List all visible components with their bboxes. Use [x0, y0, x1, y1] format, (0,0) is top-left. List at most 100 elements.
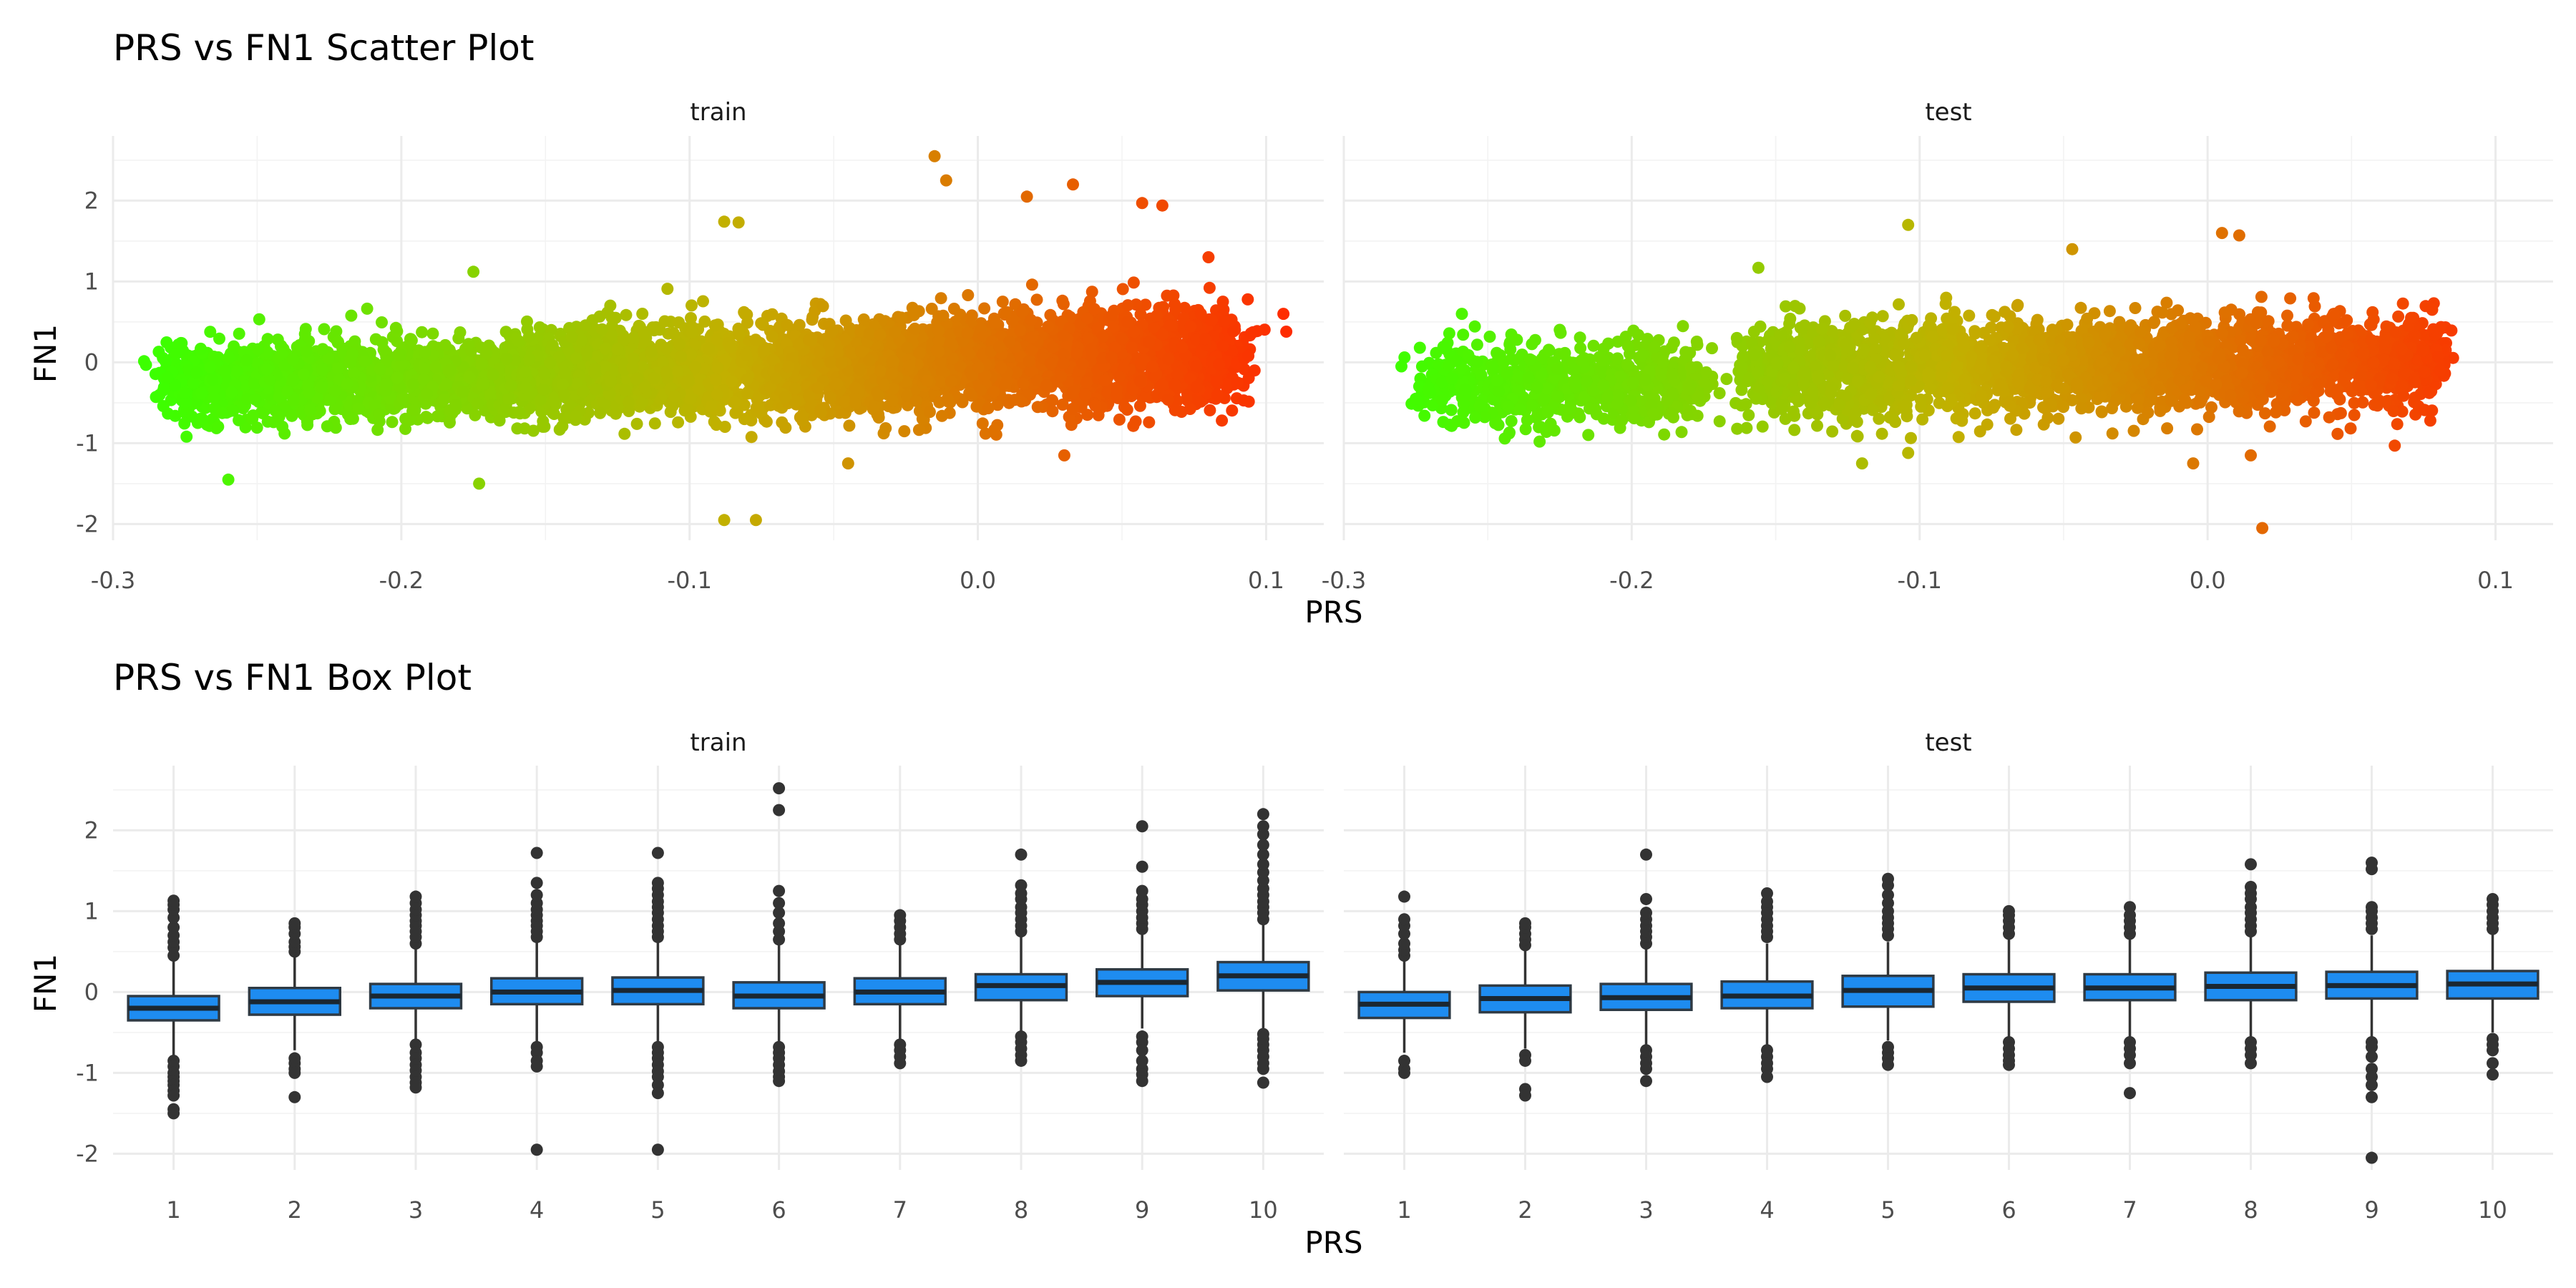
- scatter-point: [705, 400, 718, 413]
- scatter-point: [1134, 308, 1147, 321]
- scatter-point: [1226, 404, 1239, 417]
- scatter-point: [322, 352, 335, 365]
- scatter-point: [449, 399, 462, 411]
- scatter-point: [502, 392, 515, 405]
- scatter-point: [504, 379, 517, 392]
- scatter-point: [692, 383, 705, 396]
- scatter-point: [671, 365, 684, 378]
- scatter-point: [636, 308, 649, 320]
- scatter-point: [396, 391, 409, 404]
- scatter-point: [588, 362, 601, 375]
- scatter-point: [409, 404, 421, 416]
- scatter-point: [386, 416, 399, 429]
- scatter-point: [760, 415, 773, 428]
- scatter-point: [329, 384, 341, 397]
- scatter-point: [238, 379, 251, 392]
- scatter-point: [1204, 404, 1216, 416]
- scatter-point: [749, 333, 762, 346]
- scatter-point: [823, 338, 836, 351]
- scatter-point: [454, 326, 467, 338]
- scatter-point: [278, 359, 291, 372]
- x-tick-label: -0.2: [379, 567, 424, 594]
- scatter-point: [219, 364, 232, 377]
- scatter-point: [228, 340, 240, 353]
- scatter-point: [419, 346, 431, 358]
- scatter-point: [710, 419, 723, 431]
- scatter-point: [346, 412, 359, 425]
- scatter-point: [913, 346, 926, 359]
- scatter-point: [256, 407, 269, 419]
- scatter-point: [444, 364, 457, 376]
- scatter-point: [533, 321, 546, 333]
- scatter-point: [1161, 289, 1174, 302]
- scatter-point: [611, 343, 624, 356]
- scatter-point: [854, 345, 867, 358]
- scatter-point: [281, 385, 293, 398]
- scatter-point: [196, 413, 209, 426]
- scatter-point: [394, 381, 406, 394]
- scatter-point: [874, 364, 887, 377]
- scatter-point: [223, 351, 235, 364]
- scatter-point: [316, 364, 328, 376]
- scatter-point: [261, 346, 274, 358]
- scatter-point: [1106, 308, 1118, 321]
- scatter-point: [811, 381, 824, 394]
- scatter-point: [206, 374, 219, 386]
- scatter-point: [287, 353, 300, 366]
- scatter-point: [376, 336, 389, 348]
- scatter-point: [332, 362, 344, 375]
- scatter-point: [271, 333, 284, 346]
- scatter-point: [740, 348, 753, 361]
- scatter-point: [965, 309, 978, 322]
- scatter-point: [479, 347, 492, 360]
- scatter-point: [429, 361, 442, 374]
- scatter-point: [195, 387, 208, 399]
- scatter-panel-train: -0.3 -0.2 -0.1 0.0 0.1: [91, 136, 1324, 594]
- scatter-point: [537, 383, 550, 396]
- scatter-point: [824, 326, 837, 338]
- scatter-point: [741, 316, 753, 329]
- scatter-point: [204, 361, 217, 374]
- scatter-point: [522, 330, 535, 343]
- scatter-point: [741, 387, 753, 400]
- scatter-point: [1194, 308, 1207, 321]
- scatter-point: [1133, 399, 1146, 412]
- scatter-point: [404, 414, 416, 426]
- scatter-point: [1056, 294, 1069, 307]
- scatter-point: [932, 324, 945, 337]
- scatter-point: [1025, 278, 1038, 291]
- scatter-point: [569, 409, 582, 422]
- scatter-point: [604, 375, 617, 388]
- scatter-point: [212, 420, 225, 433]
- scatter-point: [275, 348, 288, 361]
- scatter-point: [648, 417, 661, 430]
- scatter-point: [361, 302, 374, 315]
- scatter-point: [169, 379, 182, 391]
- scatter-point: [404, 333, 417, 346]
- scatter-point: [226, 404, 239, 417]
- scatter-point: [816, 300, 829, 313]
- scatter-point: [849, 397, 862, 410]
- scatter-point: [1030, 293, 1043, 306]
- scatter-point: [558, 366, 571, 379]
- scatter-point: [253, 313, 265, 326]
- scatter-point: [579, 319, 592, 332]
- scatter-point: [345, 309, 358, 322]
- scatter-point: [935, 292, 947, 305]
- scatter-point: [989, 316, 1001, 329]
- scatter-point: [546, 339, 559, 352]
- scatter-point: [813, 346, 826, 358]
- scatter-point: [782, 361, 795, 374]
- scatter-point: [863, 327, 876, 340]
- scatter-point: [781, 318, 794, 331]
- scatter-point: [394, 358, 407, 371]
- scatter-point: [286, 409, 298, 422]
- scatter-point: [1237, 394, 1250, 407]
- scatter-point: [853, 363, 866, 376]
- scatter-point: [1046, 405, 1059, 418]
- scatter-point: [487, 368, 499, 381]
- scatter-point: [947, 303, 960, 315]
- scatter-point: [863, 353, 876, 366]
